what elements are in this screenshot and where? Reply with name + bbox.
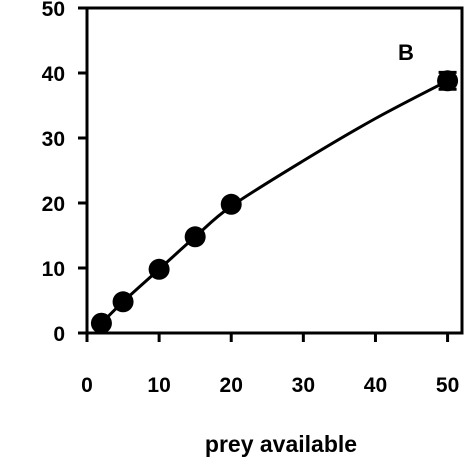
data-point [221, 194, 242, 215]
y-tick-label: 40 [42, 63, 65, 86]
y-tick-label: 30 [42, 128, 65, 151]
x-axis-ticks: 0 10 20 30 40 50 [81, 333, 459, 397]
y-tick-label: 0 [53, 323, 65, 346]
data-point [185, 226, 206, 247]
panel-label: B [398, 40, 414, 65]
data-point [437, 70, 458, 91]
x-tick-label: 10 [147, 374, 170, 397]
x-tick-label: 40 [364, 374, 387, 397]
data-point [91, 313, 112, 334]
x-tick-label: 20 [220, 374, 243, 397]
y-tick-label: 20 [42, 193, 65, 216]
y-tick-label: 50 [42, 0, 65, 21]
data-point [113, 291, 134, 312]
x-tick-label: 30 [292, 374, 315, 397]
x-axis-label: prey available [205, 431, 357, 457]
data-points-group [91, 70, 458, 333]
y-tick-label: 10 [42, 258, 65, 281]
x-tick-label: 50 [436, 374, 459, 397]
fit-curve-group [101, 81, 447, 323]
data-point [149, 259, 170, 280]
x-tick-label: 0 [81, 374, 93, 397]
y-axis-ticks: 0 10 20 30 40 50 [42, 0, 87, 346]
fit-curve [101, 81, 447, 323]
